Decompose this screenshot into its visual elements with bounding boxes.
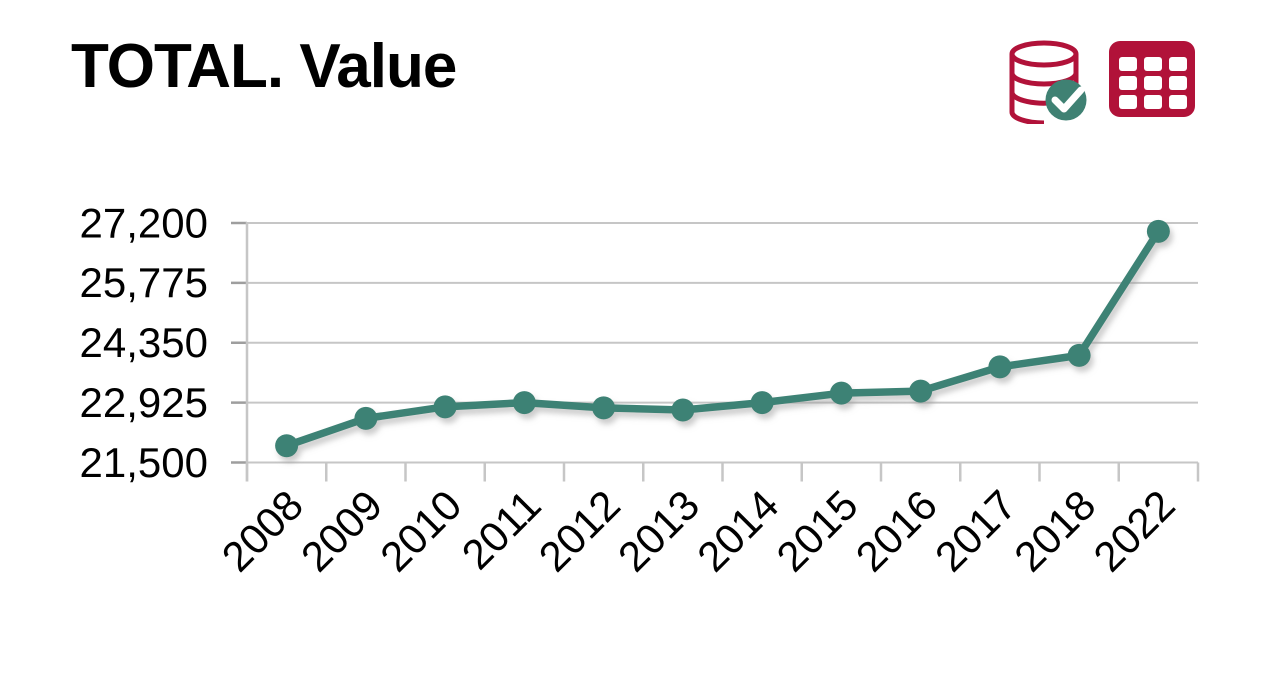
y-tick-label: 24,350	[80, 319, 208, 366]
x-tick-label: 2014	[688, 481, 787, 580]
table-view-button[interactable]	[1108, 40, 1196, 118]
x-tick-label: 2012	[530, 481, 629, 580]
x-tick-label: 2011	[453, 481, 550, 578]
y-tick-label: 22,925	[80, 379, 208, 426]
x-tick-label: 2016	[847, 481, 946, 580]
data-point-2010[interactable]	[433, 395, 457, 419]
x-tick-label: 2013	[609, 481, 708, 580]
check-badge-circle	[1045, 79, 1087, 121]
data-point-2012[interactable]	[592, 396, 616, 420]
y-tick-label: 25,775	[80, 259, 208, 306]
y-tick-label: 21,500	[80, 439, 208, 486]
x-tick-label: 2009	[292, 481, 391, 580]
x-tick-label: 2022	[1084, 481, 1183, 580]
y-tick-label: 27,200	[80, 199, 208, 246]
x-tick-label: 2017	[926, 481, 1025, 580]
data-point-2013[interactable]	[671, 398, 695, 422]
x-tick-label: 2018	[1005, 481, 1104, 580]
chart-toolbar	[1005, 40, 1196, 126]
table-icon	[1109, 41, 1195, 117]
data-point-2008[interactable]	[275, 434, 299, 458]
database-check-button[interactable]	[1005, 40, 1091, 126]
series-line	[282, 227, 1163, 450]
data-point-2018[interactable]	[1067, 343, 1091, 367]
series-group	[275, 219, 1170, 458]
data-point-2014[interactable]	[750, 391, 774, 415]
data-point-2016[interactable]	[909, 379, 933, 403]
data-point-2022[interactable]	[1146, 219, 1170, 243]
data-point-2017[interactable]	[988, 355, 1012, 379]
database-check-icon	[1009, 40, 1087, 126]
data-point-2011[interactable]	[512, 391, 536, 415]
page-title: TOTAL. Value	[71, 32, 457, 101]
x-tick-label: 2010	[371, 481, 470, 580]
data-point-2009[interactable]	[354, 406, 378, 430]
check-mark	[1051, 86, 1085, 113]
x-tick-label: 2015	[767, 481, 866, 580]
x-tick-label: 2008	[213, 481, 312, 580]
data-point-2015[interactable]	[829, 381, 853, 405]
